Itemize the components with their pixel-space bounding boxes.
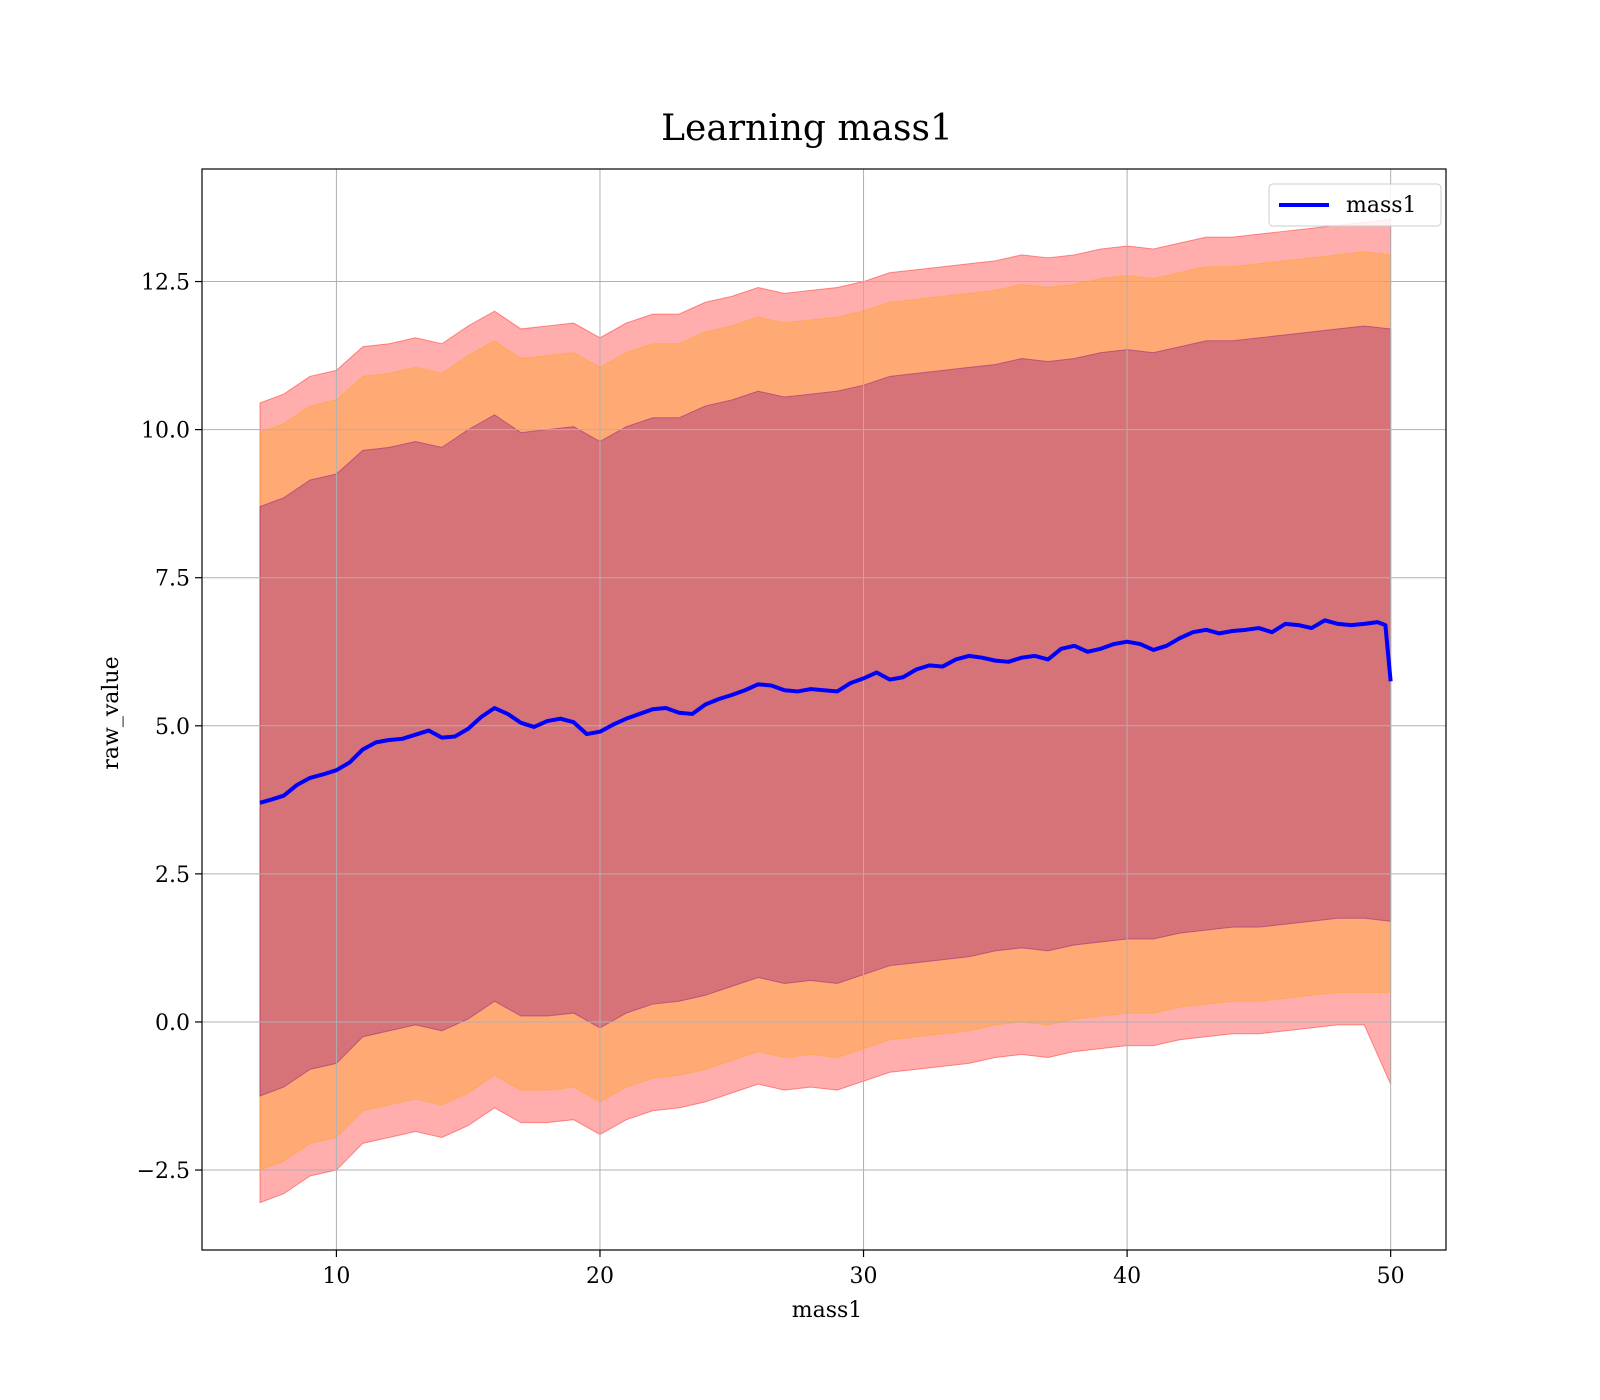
y-tick-label: 0.0 bbox=[155, 1011, 190, 1036]
plot-background bbox=[202, 169, 1446, 1250]
x-tick-label: 20 bbox=[586, 1264, 614, 1289]
y-tick-label: 12.5 bbox=[141, 271, 190, 296]
chart-title: Learning mass1 bbox=[661, 108, 953, 149]
x-tick-label: 10 bbox=[322, 1264, 350, 1289]
legend-label-mass1: mass1 bbox=[1346, 193, 1417, 218]
plot-area: 10 20 30 40 50 −2.5 0.0 2.5 5.0 7.5 10.0 12.5 bbox=[137, 168, 1447, 1289]
legend: mass1 bbox=[1268, 183, 1442, 227]
y-tick-label: 2.5 bbox=[155, 863, 190, 888]
y-tick-label: 10.0 bbox=[141, 419, 190, 444]
series-line-mass1 bbox=[259, 618, 1393, 805]
x-tick-label: 50 bbox=[1377, 1264, 1405, 1289]
x-tick-label: 40 bbox=[1113, 1264, 1141, 1289]
x-tick-label: 30 bbox=[850, 1264, 878, 1289]
x-axis-label: mass1 bbox=[792, 1298, 863, 1323]
y-tick-label: 7.5 bbox=[155, 567, 190, 592]
plot-frame bbox=[201, 168, 1447, 1251]
y-tick-label: −2.5 bbox=[137, 1159, 190, 1184]
y-tick-label: 5.0 bbox=[155, 715, 190, 740]
legend-box bbox=[1268, 183, 1442, 227]
y-axis-label: raw_value bbox=[99, 656, 124, 769]
